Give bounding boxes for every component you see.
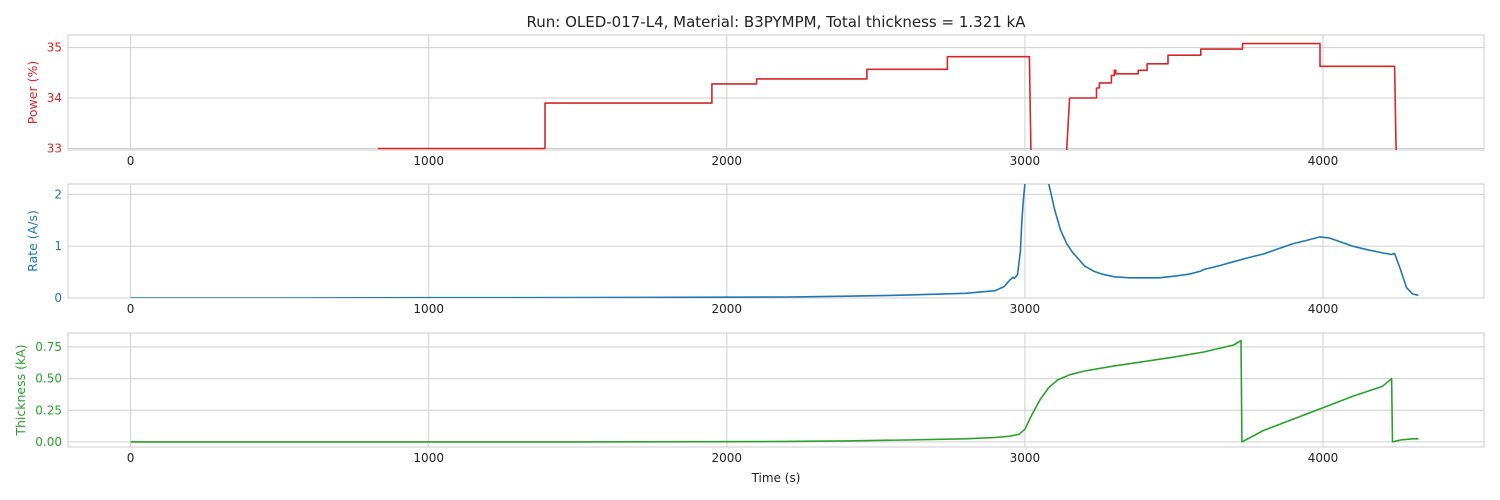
plot-frame bbox=[67, 183, 1485, 299]
y-tick-label: 2 bbox=[54, 187, 62, 201]
y-tick-label: 0.50 bbox=[35, 372, 62, 386]
x-tick-label: 1000 bbox=[413, 154, 444, 168]
y-axis-label: Thickness (kA) bbox=[13, 344, 28, 436]
series-group bbox=[130, 339, 1419, 443]
plot-frame bbox=[67, 34, 1485, 151]
panel-1: 0 1000 2000 3000 4000 33 34 35 Power (%) bbox=[25, 34, 1485, 168]
x-tick-label: 4000 bbox=[1308, 154, 1339, 168]
x-tick-label: 0 bbox=[127, 451, 135, 465]
x-tick-label: 0 bbox=[127, 154, 135, 168]
series-line bbox=[1065, 42, 1397, 150]
series-line bbox=[130, 184, 1026, 298]
x-tick-label: 0 bbox=[127, 302, 135, 316]
y-tick-label: 0.00 bbox=[35, 435, 62, 449]
y-tick-label: 1 bbox=[54, 239, 62, 253]
x-tick-label: 3000 bbox=[1010, 154, 1041, 168]
x-tick-label: 1000 bbox=[413, 451, 444, 465]
y-tick-label: 33 bbox=[47, 141, 62, 155]
y-axis-label: Power (%) bbox=[25, 61, 40, 124]
series-line bbox=[378, 55, 1032, 150]
x-tick-label: 1000 bbox=[413, 302, 444, 316]
y-tick-label: 0.75 bbox=[35, 340, 62, 354]
panel-3: 0 1000 2000 3000 4000 0.00 0.25 0.50 0.75 Thickne… bbox=[13, 332, 1485, 465]
x-tick-label: 4000 bbox=[1308, 302, 1339, 316]
chart-title: Run: OLED-017-L4, Material: B3PYMPM, Tot… bbox=[526, 13, 1026, 31]
series-line bbox=[1048, 184, 1419, 297]
plot-frame bbox=[67, 332, 1485, 448]
series-line bbox=[130, 339, 1419, 443]
x-tick-label: 3000 bbox=[1010, 302, 1041, 316]
y-tick-label: 34 bbox=[47, 91, 62, 105]
x-tick-label: 2000 bbox=[712, 302, 743, 316]
x-tick-label: 3000 bbox=[1010, 451, 1041, 465]
y-tick-label: 0 bbox=[54, 291, 62, 305]
y-axis-label: Rate (A/s) bbox=[25, 210, 40, 272]
x-tick-label: 2000 bbox=[712, 154, 743, 168]
y-tick-label: 0.25 bbox=[35, 403, 62, 417]
x-tick-label: 4000 bbox=[1308, 451, 1339, 465]
x-axis-label: Time (s) bbox=[751, 471, 801, 485]
y-tick-label: 35 bbox=[47, 41, 62, 55]
panel-2: 0 1000 2000 3000 4000 0 1 2 Rate (A/s) bbox=[25, 183, 1485, 316]
x-tick-label: 2000 bbox=[712, 451, 743, 465]
series-group bbox=[378, 42, 1397, 150]
series-group bbox=[130, 184, 1419, 298]
